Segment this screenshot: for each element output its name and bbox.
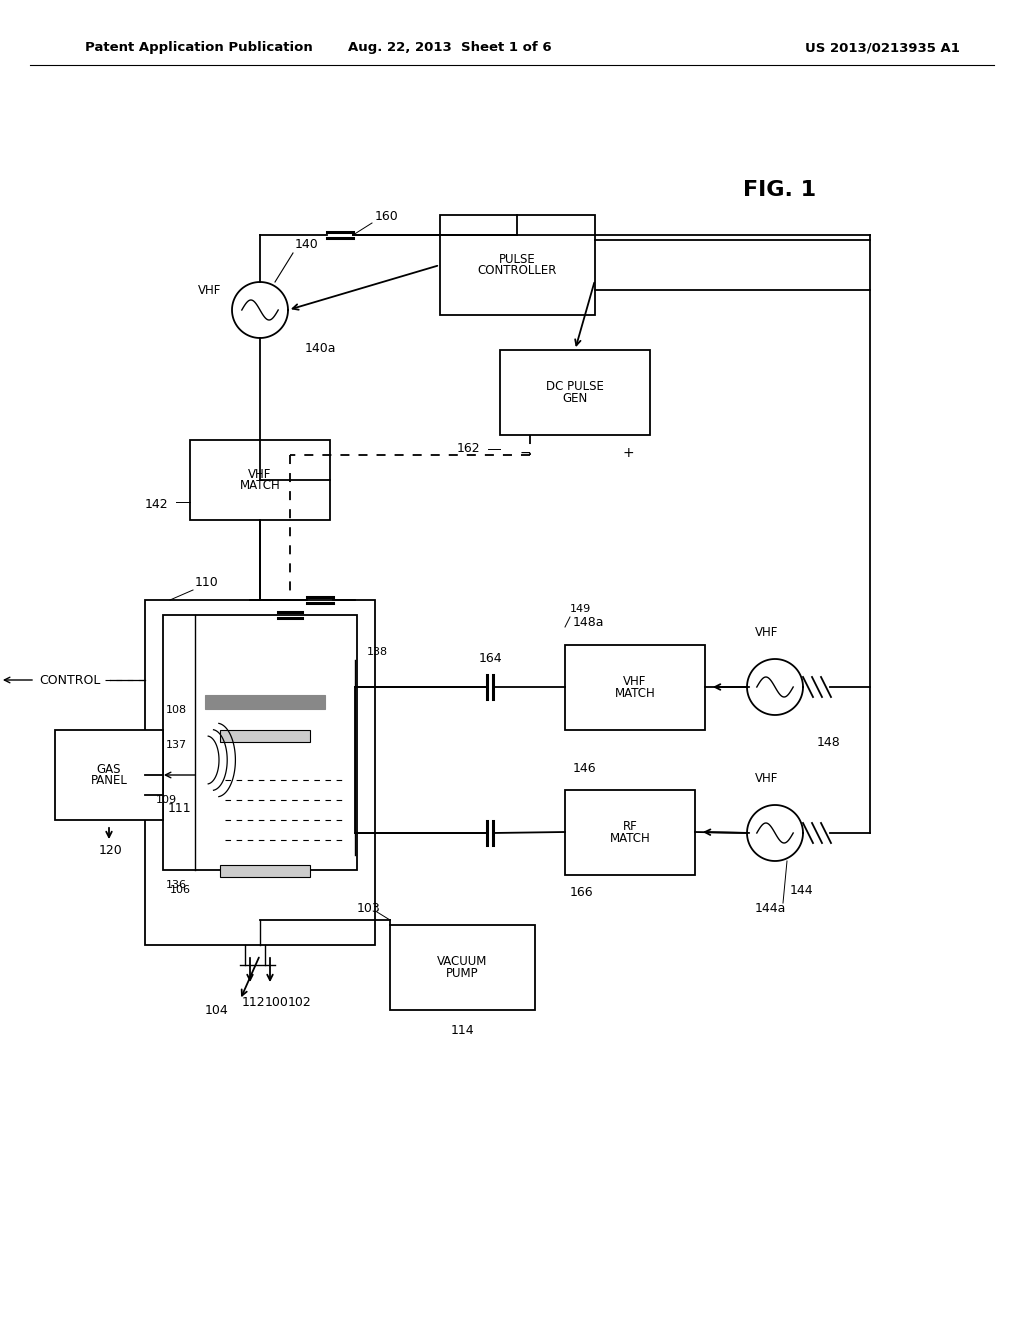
Text: VHF: VHF [756,771,778,784]
Text: Patent Application Publication: Patent Application Publication [85,41,312,54]
Text: 160: 160 [375,210,398,223]
Text: 102: 102 [288,997,311,1010]
Text: 136: 136 [166,880,187,890]
Bar [220,865,310,876]
Text: VHF: VHF [756,626,778,639]
Text: 112: 112 [242,997,265,1010]
Text: 137: 137 [166,741,187,750]
Text: VACUUM: VACUUM [437,956,487,969]
Text: PANEL: PANEL [90,774,127,787]
Text: MATCH: MATCH [240,479,281,492]
Text: RF: RF [623,821,637,833]
Text: 144: 144 [790,884,814,898]
Text: 144a: 144a [755,902,785,915]
Bar [220,730,310,742]
Bar [190,440,330,520]
Bar [500,350,650,436]
Text: MATCH: MATCH [609,832,650,845]
Text: +: + [623,446,634,459]
Text: GEN: GEN [562,392,588,404]
Bar [163,615,357,870]
Text: Aug. 22, 2013  Sheet 1 of 6: Aug. 22, 2013 Sheet 1 of 6 [348,41,552,54]
Bar [390,925,535,1010]
Text: 148: 148 [817,735,841,748]
Text: 104: 104 [205,1003,228,1016]
Text: DC PULSE: DC PULSE [546,380,604,393]
Text: 142: 142 [144,499,168,511]
Text: 114: 114 [451,1023,474,1036]
Text: 110: 110 [195,576,219,589]
Text: CONTROL: CONTROL [39,673,100,686]
Text: 120: 120 [99,843,123,857]
Text: US 2013/0213935 A1: US 2013/0213935 A1 [805,41,961,54]
Text: 140a: 140a [305,342,337,355]
Text: 100: 100 [265,997,289,1010]
Text: PUMP: PUMP [446,966,479,979]
Bar [145,601,375,945]
Text: FIG. 1: FIG. 1 [743,180,816,201]
Text: 103: 103 [356,902,380,915]
Bar [55,730,163,820]
Text: 138: 138 [367,647,388,657]
Text: 149: 149 [570,605,591,614]
Text: 106: 106 [170,884,191,895]
Text: 140: 140 [295,239,318,252]
Text: CONTROLLER: CONTROLLER [478,264,557,277]
Text: PULSE: PULSE [499,253,536,265]
Bar [205,696,325,709]
Bar [565,789,695,875]
Text: GAS: GAS [96,763,121,776]
Text: 109: 109 [156,795,177,805]
Text: 108: 108 [166,705,187,715]
Text: 164: 164 [478,652,502,665]
Text: 111: 111 [168,801,191,814]
Text: 146: 146 [573,762,597,775]
Bar [565,645,705,730]
Text: −: − [519,446,530,459]
Text: 148a: 148a [573,616,604,630]
Text: MATCH: MATCH [614,686,655,700]
Text: 162: 162 [457,442,480,455]
Text: VHF: VHF [248,469,271,480]
Text: VHF: VHF [624,676,647,689]
Text: VHF: VHF [199,284,221,297]
Bar [440,215,595,315]
Text: 166: 166 [570,887,594,899]
